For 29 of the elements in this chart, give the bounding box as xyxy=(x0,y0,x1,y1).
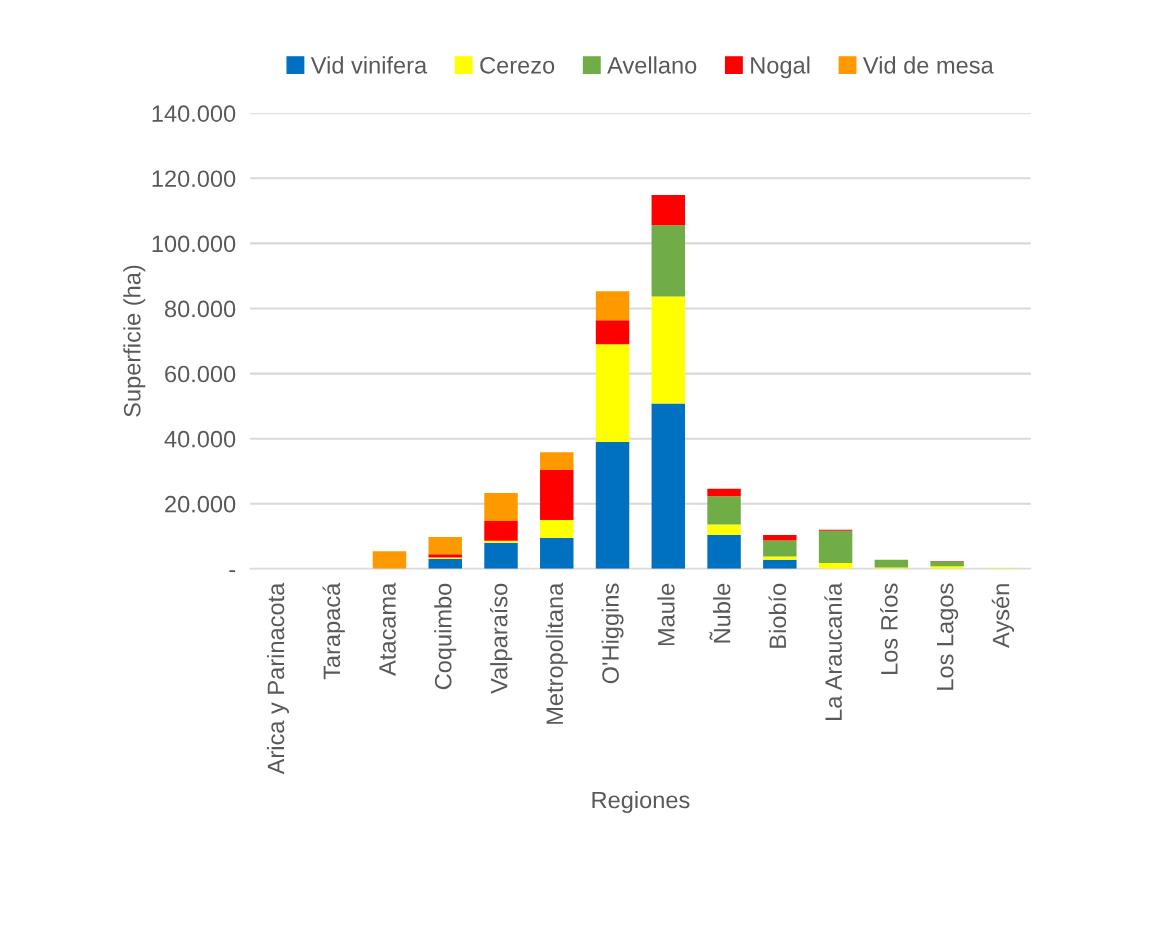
legend-label: Avellano xyxy=(607,56,697,74)
y-tick-label: 140.000 xyxy=(152,105,236,122)
x-tick-label: Aysén xyxy=(991,584,1015,648)
x-tick-label: Metropolitana xyxy=(545,582,568,724)
y-tick-label: 80.000 xyxy=(164,300,236,318)
y-tick-label: 20.000 xyxy=(165,495,236,513)
x-tick-label: Tarapacá xyxy=(322,582,345,680)
x-tick-label: Coquimbo xyxy=(434,583,457,690)
x-tick-label: Valparaíso xyxy=(489,583,513,694)
x-tick-label: Arica y Parinacota xyxy=(266,582,289,775)
y-tick-label: 100.000 xyxy=(152,235,236,253)
x-tick-label: Atacama xyxy=(379,582,396,676)
y-tick-label: - xyxy=(229,570,236,573)
y-axis-title: Superficie (ha) xyxy=(123,265,146,417)
y-tick-label: 60.000 xyxy=(165,365,236,383)
x-tick-label: O'Higgins xyxy=(601,583,624,684)
x-tick-label: Los Ríos xyxy=(880,583,898,674)
legend-label: Vid de mesa xyxy=(862,56,994,74)
y-tick-label: 40.000 xyxy=(164,430,236,448)
legend-label: Cerezo xyxy=(480,56,555,74)
x-tick-label: Ñuble xyxy=(709,583,731,643)
legend-label: Nogal xyxy=(751,56,810,79)
x-tick-label: La Araucanía xyxy=(824,582,842,720)
y-tick-label: 120.000 xyxy=(152,170,236,188)
x-tick-label: Maule xyxy=(657,583,675,646)
x-axis-title: Regiones xyxy=(592,791,690,814)
x-tick-label: Biobío xyxy=(768,583,787,648)
legend-label: Vid vinifera xyxy=(310,56,428,74)
x-tick-label: Los Lagos xyxy=(936,583,959,690)
